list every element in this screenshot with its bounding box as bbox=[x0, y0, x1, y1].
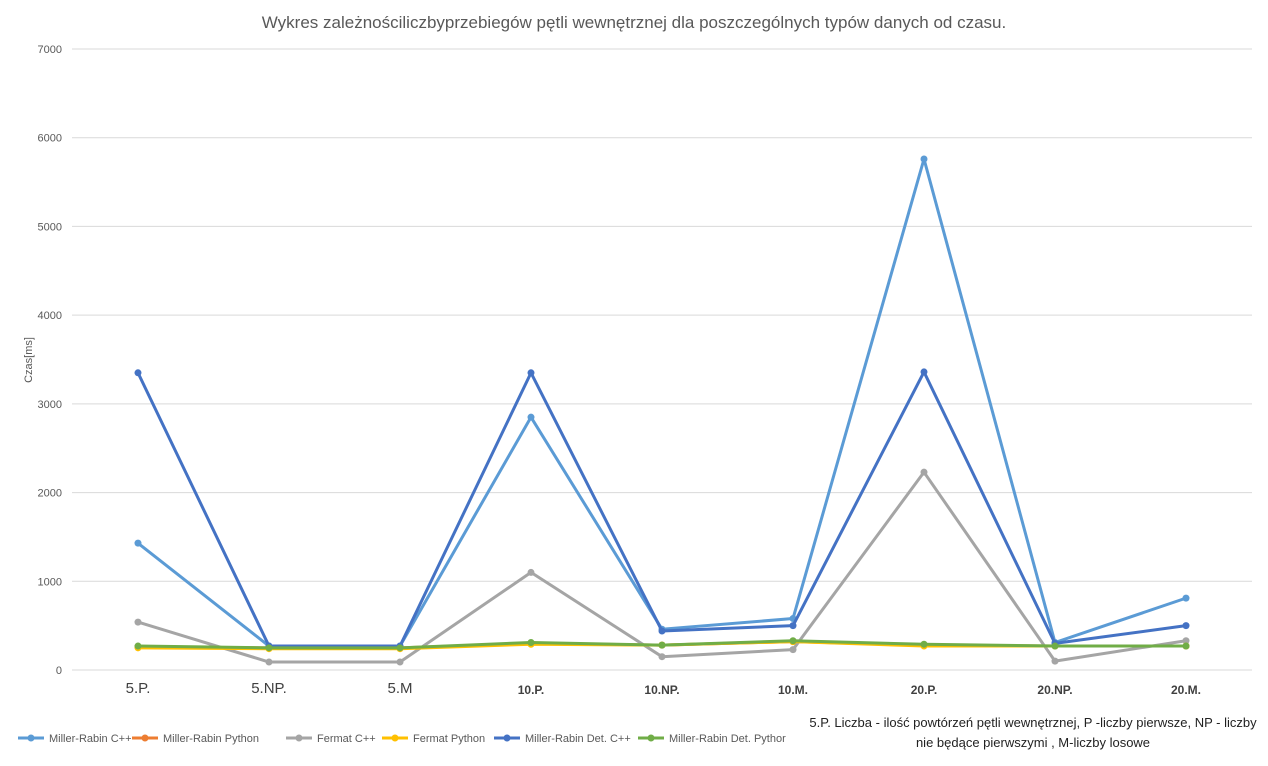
series-5 bbox=[134, 637, 1190, 652]
data-point bbox=[1182, 622, 1190, 630]
legend-item: Fermat C++ bbox=[286, 733, 376, 745]
chart-note: 5.P. Liczba - ilość powtórzeń pętli wewn… bbox=[800, 713, 1266, 753]
legend-label: Fermat C++ bbox=[317, 733, 376, 745]
data-point bbox=[920, 468, 928, 476]
x-tick-label: 10.NP. bbox=[644, 683, 679, 697]
x-axis-ticks: 5.P. 5.NP. 5.M 10.P. 10.NP. 10.M. 20.P. 20.NP. 2… bbox=[126, 680, 1201, 697]
data-point bbox=[789, 622, 797, 630]
legend-label: Fermat Python bbox=[413, 733, 485, 745]
data-point bbox=[134, 539, 142, 547]
y-tick-label: 6000 bbox=[38, 133, 62, 145]
y-axis-label: Czas[ms] bbox=[23, 337, 35, 383]
y-tick-label: 2000 bbox=[38, 488, 62, 500]
legend-swatch-marker bbox=[647, 734, 655, 742]
data-point bbox=[265, 658, 273, 666]
legend-swatch-marker bbox=[295, 734, 303, 742]
data-point bbox=[658, 653, 666, 661]
y-tick-label: 0 bbox=[56, 665, 62, 677]
x-tick-label: 5.NP. bbox=[251, 680, 287, 697]
data-point bbox=[527, 413, 535, 421]
legend-item: Miller-Rabin Det. Pythor bbox=[638, 733, 786, 745]
data-point bbox=[134, 642, 142, 650]
data-point bbox=[527, 369, 535, 377]
y-tick-label: 4000 bbox=[38, 310, 62, 322]
data-point bbox=[658, 627, 666, 635]
data-point bbox=[789, 646, 797, 654]
x-tick-label: 20.P. bbox=[911, 683, 937, 697]
x-tick-label: 5.M bbox=[387, 680, 412, 697]
legend-item: Miller-Rabin C++ bbox=[18, 733, 132, 745]
data-point bbox=[1051, 657, 1059, 665]
data-point bbox=[789, 637, 797, 645]
legend-swatch-marker bbox=[503, 734, 511, 742]
y-tick-label: 5000 bbox=[38, 221, 62, 233]
legend-swatch-marker bbox=[141, 734, 149, 742]
x-tick-label: 20.M. bbox=[1171, 683, 1201, 697]
legend-item: Miller-Rabin Det. C++ bbox=[494, 733, 631, 745]
series-4 bbox=[134, 368, 1190, 650]
data-point bbox=[396, 644, 404, 652]
legend-label: Miller-Rabin Python bbox=[163, 733, 259, 745]
data-point bbox=[527, 568, 535, 576]
data-point bbox=[1051, 642, 1059, 650]
series-0 bbox=[134, 155, 1190, 650]
data-point bbox=[134, 618, 142, 626]
legend: Miller-Rabin C++ Miller-Rabin Python Ferma… bbox=[18, 733, 786, 745]
series-line bbox=[136, 157, 1188, 648]
legend-label: Miller-Rabin Det. Pythor bbox=[669, 733, 786, 745]
data-point bbox=[920, 155, 928, 163]
x-tick-label: 20.NP. bbox=[1037, 683, 1072, 697]
gridlines bbox=[72, 48, 1252, 671]
x-tick-label: 10.M. bbox=[778, 683, 808, 697]
legend-swatch-marker bbox=[27, 734, 35, 742]
legend-swatch-marker bbox=[391, 734, 399, 742]
legend-item: Fermat Python bbox=[382, 733, 485, 745]
data-point bbox=[1182, 642, 1190, 650]
data-point bbox=[527, 638, 535, 646]
data-point bbox=[1182, 594, 1190, 602]
data-point bbox=[920, 640, 928, 648]
data-point bbox=[920, 368, 928, 376]
legend-item: Miller-Rabin Python bbox=[132, 733, 259, 745]
x-tick-label: 5.P. bbox=[126, 680, 151, 697]
legend-label: Miller-Rabin C++ bbox=[49, 733, 132, 745]
series-line bbox=[136, 370, 1188, 648]
series-lines bbox=[134, 155, 1190, 666]
x-tick-label: 10.P. bbox=[518, 683, 544, 697]
y-tick-label: 1000 bbox=[38, 576, 62, 588]
data-point bbox=[396, 658, 404, 666]
series-2 bbox=[134, 468, 1190, 666]
data-point bbox=[134, 369, 142, 377]
chart-title: Wykres zależnościliczbyprzebiegów pętli … bbox=[262, 13, 1006, 32]
y-tick-label: 3000 bbox=[38, 399, 62, 411]
legend-label: Miller-Rabin Det. C++ bbox=[525, 733, 631, 745]
y-axis-ticks: 0 1000 2000 3000 4000 5000 6000 7000 bbox=[38, 44, 62, 677]
data-point bbox=[265, 644, 273, 652]
y-tick-label: 7000 bbox=[38, 44, 62, 56]
data-point bbox=[1182, 637, 1190, 645]
data-point bbox=[658, 641, 666, 649]
